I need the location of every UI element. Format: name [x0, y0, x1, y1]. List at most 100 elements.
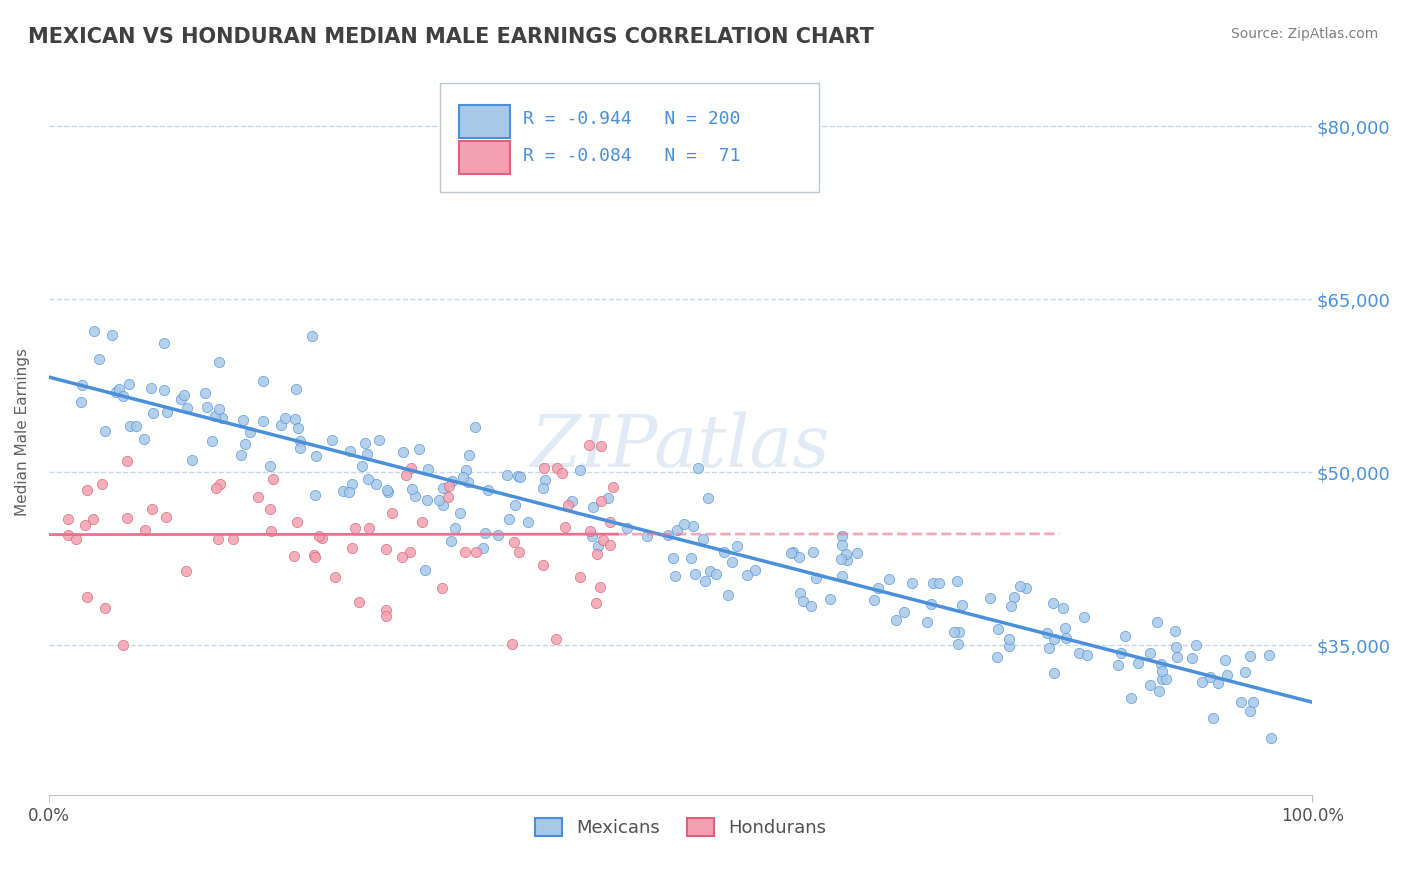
Point	[804, 572, 827, 586]
Point	[835, 547, 858, 561]
Point	[602, 480, 624, 494]
Point	[283, 412, 305, 426]
Point	[340, 477, 363, 491]
Point	[581, 529, 603, 543]
Point	[666, 524, 689, 538]
Point	[693, 574, 716, 588]
Point	[270, 418, 292, 433]
Point	[82, 512, 104, 526]
Point	[692, 533, 714, 547]
Point	[104, 385, 127, 400]
Point	[616, 520, 638, 534]
Point	[301, 329, 323, 343]
Point	[259, 502, 281, 516]
Point	[101, 328, 124, 343]
Point	[1054, 621, 1077, 635]
Point	[239, 425, 262, 439]
Point	[1206, 676, 1229, 690]
Point	[986, 650, 1008, 665]
Point	[501, 637, 523, 651]
Point	[391, 550, 413, 565]
Point	[94, 424, 117, 438]
Point	[229, 448, 252, 462]
Point	[454, 545, 477, 559]
Point	[1139, 677, 1161, 691]
Point	[599, 515, 621, 529]
Point	[863, 593, 886, 607]
Point	[792, 594, 814, 608]
Point	[76, 483, 98, 497]
Point	[1036, 626, 1059, 640]
Y-axis label: Median Male Earnings: Median Male Earnings	[15, 348, 30, 516]
Point	[589, 493, 612, 508]
Point	[1199, 670, 1222, 684]
Point	[449, 507, 471, 521]
Point	[679, 551, 702, 566]
Point	[877, 572, 900, 586]
Point	[408, 442, 430, 456]
Point	[440, 534, 463, 549]
Point	[697, 491, 720, 505]
Point	[222, 532, 245, 546]
Point	[531, 481, 554, 495]
Point	[1164, 624, 1187, 639]
Point	[830, 552, 852, 566]
Text: ZIPatlas: ZIPatlas	[530, 411, 831, 482]
Point	[305, 449, 328, 463]
Point	[197, 401, 219, 415]
Point	[1015, 581, 1038, 595]
Point	[554, 519, 576, 533]
Point	[508, 469, 530, 483]
Point	[356, 472, 378, 486]
Point	[1139, 646, 1161, 660]
Point	[551, 466, 574, 480]
Point	[713, 545, 735, 559]
Point	[194, 386, 217, 401]
Point	[125, 419, 148, 434]
Point	[75, 518, 97, 533]
Point	[782, 545, 804, 559]
Point	[1043, 632, 1066, 647]
Point	[737, 568, 759, 582]
Point	[1149, 684, 1171, 698]
Point	[153, 335, 176, 350]
Point	[287, 420, 309, 434]
Point	[477, 483, 499, 497]
Point	[117, 510, 139, 524]
Point	[209, 477, 232, 491]
Point	[285, 515, 308, 529]
Point	[356, 448, 378, 462]
Point	[1260, 731, 1282, 745]
Point	[531, 558, 554, 572]
Point	[1191, 675, 1213, 690]
Point	[533, 461, 555, 475]
Point	[706, 567, 728, 582]
Point	[683, 567, 706, 582]
Point	[252, 374, 274, 388]
Point	[170, 392, 193, 406]
Point	[283, 549, 305, 564]
FancyBboxPatch shape	[440, 83, 820, 192]
Point	[465, 545, 488, 559]
Point	[112, 389, 135, 403]
Point	[1107, 657, 1129, 672]
Point	[308, 529, 330, 543]
Point	[290, 434, 312, 448]
Point	[141, 502, 163, 516]
Point	[142, 406, 165, 420]
Text: R = -0.944   N = 200: R = -0.944 N = 200	[523, 111, 740, 128]
Point	[262, 471, 284, 485]
Point	[1114, 629, 1136, 643]
Point	[87, 352, 110, 367]
Point	[502, 535, 524, 549]
Point	[589, 580, 612, 594]
Point	[1152, 664, 1174, 678]
Point	[392, 445, 415, 459]
Point	[174, 564, 197, 578]
Point	[928, 575, 950, 590]
Point	[1038, 641, 1060, 656]
FancyBboxPatch shape	[460, 141, 510, 174]
Point	[173, 388, 195, 402]
Point	[232, 413, 254, 427]
Point	[134, 432, 156, 446]
